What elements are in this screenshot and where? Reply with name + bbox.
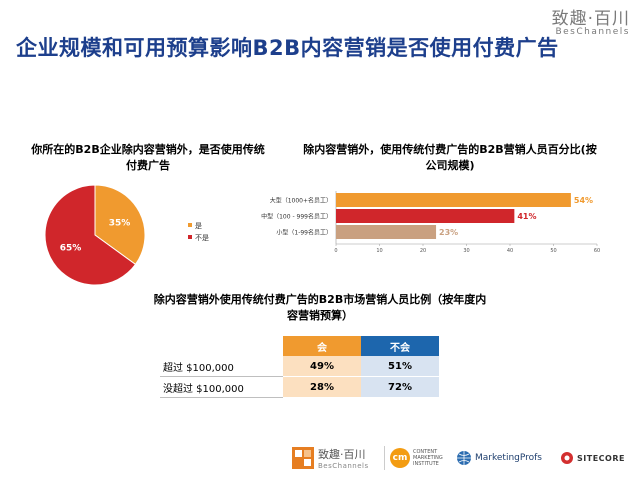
pie-legend-label: 不是 [195,234,209,242]
bar-x-tick-label: 30 [463,248,469,254]
table-corner-cell [160,336,283,356]
bar-category-label: 大型（1000+名员工） [270,197,332,205]
bar-x-tick-label: 20 [420,248,426,254]
pie-data-label: 65% [60,243,82,253]
brand-logo: 致趣·百川 BesChannels [552,4,630,37]
sitecore-mark-icon [561,452,573,464]
marketingprofs-logo: MarketingProfs [456,440,556,476]
pie-data-label: 35% [109,219,131,229]
bar-x-tick-label: 10 [376,248,382,254]
bar [336,209,515,223]
table-cell: 72% [361,376,439,398]
table-cell: 28% [283,376,361,398]
cmi-line1: CONTENT [413,449,438,455]
brand-name-cn: 致趣·百川 [551,9,630,29]
bar-category-label: 中型（100 - 999名员工） [261,213,332,221]
table-row-label: 没超过 $100,000 [160,376,283,398]
cmi-logo: cm CONTENT MARKETING INSTITUTE [390,440,454,476]
cmi-mark: cm [390,448,410,468]
table-cell: 49% [283,356,361,377]
table-cell: 51% [361,356,439,377]
bar-data-label: 41% [517,212,536,221]
bar-category-label: 小型（1-99名员工） [276,229,332,237]
beschannels-logo: 致趣·百川 BesChannels [292,440,384,476]
footer-logos: 致趣·百川 BesChannels cm CONTENT MARKETING I… [292,440,632,476]
page-title: 企业规模和可用预算影响B2B内容营销是否使用付费广告 [16,36,559,60]
marketingprofs-text: MarketingProfs [475,453,542,463]
pie-legend-label: 是 [195,222,202,230]
bar-chart: 大型（1000+名员工） 54% 中型（100 - 999名员工） 41% 小型（1-9… [261,191,600,254]
pie-chart-title: 你所在的B2B企业除内容营销外，是否使用传统付费广告 [31,143,265,172]
bar-data-label: 54% [574,196,593,205]
bar-data-label: 23% [439,228,458,237]
sitecore-text: SITECORE [577,453,625,463]
pie-legend-swatch [188,235,192,239]
beschannels-cn: 致趣·百川 [318,448,366,461]
table-header-row: 会 不会 [160,336,439,356]
bar [336,225,437,239]
marketingprofs-globe-icon [457,451,471,465]
budget-table: 会 不会 超过 $100,000 49% 51% 没超过 $100,000 28… [160,336,439,398]
bar-x-tick-label: 40 [507,248,513,254]
sitecore-logo: SITECORE [560,440,632,476]
cmi-line3: INSTITUTE [413,461,439,467]
brand-name-en: BesChannels [555,27,630,37]
pie-legend-swatch [188,223,192,227]
bar-chart-title: 除内容营销外，使用传统付费广告的B2B营销人员百分比(按公司规模) [303,143,597,172]
bar-x-tick-label: 50 [550,248,556,254]
table-row: 超过 $100,000 49% 51% [160,356,439,377]
table-header-no: 不会 [361,336,439,356]
beschannels-en: BesChannels [318,462,369,470]
bar-x-tick-label: 60 [594,248,600,254]
bar [336,193,571,207]
pie-slice [44,184,137,286]
table-row-label: 超过 $100,000 [160,356,283,377]
table-row: 没超过 $100,000 28% 72% [160,376,439,398]
footer-divider [384,446,385,470]
bar-x-tick-label: 0 [334,248,337,254]
cmi-line2: MARKETING [413,455,443,461]
table-title: 除内容营销外使用传统付费广告的B2B市场营销人员比例（按年度内容营销预算） [153,293,487,322]
table-header-yes: 会 [283,336,361,356]
pie-chart: 35% 65% 是不是 [44,184,209,286]
pie-slice [94,184,146,266]
beschannels-mark-icon [292,447,314,469]
